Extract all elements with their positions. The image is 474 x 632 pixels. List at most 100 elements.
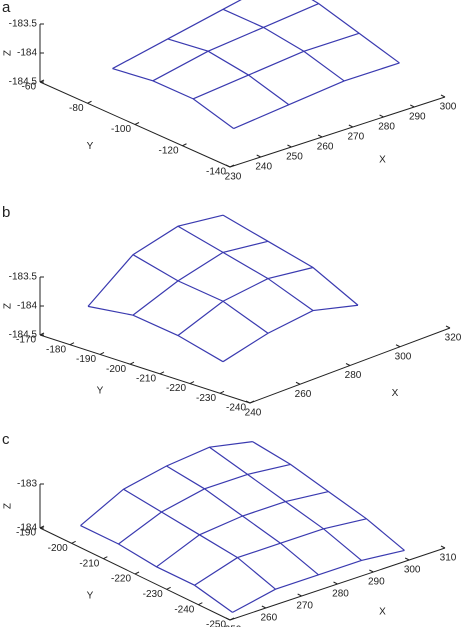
x-tick-label: 300 — [404, 565, 421, 576]
y-tick-label: -60 — [22, 82, 37, 93]
mesh-column — [209, 446, 362, 561]
x-tick-label: 280 — [345, 370, 362, 381]
z-axis-label: Z — [3, 503, 14, 509]
y-tick-label: -240 — [226, 403, 246, 414]
z-tick-label: -183.5 — [9, 272, 38, 283]
x-tick-label: 320 — [445, 333, 462, 344]
mesh-column — [123, 488, 276, 590]
x-tick — [225, 617, 231, 621]
mesh-row — [112, 0, 242, 70]
z-tick-label: -184 — [17, 48, 37, 59]
x-tick — [256, 154, 261, 158]
y-tick — [39, 79, 45, 83]
y-tick — [198, 602, 203, 606]
mesh-row — [80, 441, 253, 527]
x-tick-label: 290 — [368, 577, 385, 588]
y-tick — [159, 371, 165, 375]
z-axis-label: Z — [3, 303, 14, 309]
x-tick-label: 310 — [440, 553, 457, 564]
x-tick-label: 240 — [255, 162, 272, 173]
x-tick — [295, 381, 301, 385]
y-tick-label: -190 — [16, 528, 36, 539]
y-tick — [134, 122, 140, 125]
y-tick-label: -250 — [206, 620, 226, 627]
z-axis-label: Z — [3, 50, 14, 56]
y-tick-label: -170 — [16, 335, 36, 346]
x-tick-label: 260 — [317, 142, 334, 153]
x-tick-label: 240 — [245, 408, 262, 419]
x-tick — [404, 557, 410, 561]
x-tick-label: 270 — [348, 132, 365, 143]
y-tick — [249, 400, 255, 404]
x-tick-label: 280 — [378, 122, 395, 133]
x-tick — [395, 344, 401, 348]
panel-label: c — [2, 431, 10, 448]
z-tick-label: -184 — [17, 523, 37, 534]
x-tick — [297, 593, 302, 597]
x-axis-label: X — [379, 155, 386, 166]
x-tick — [345, 363, 351, 366]
y-tick-label: -190 — [76, 354, 96, 365]
y-tick — [87, 100, 92, 104]
y-tick-label: -200 — [106, 364, 126, 375]
y-tick — [71, 540, 76, 544]
x-tick — [261, 605, 267, 609]
panel-label: a — [2, 0, 11, 16]
y-tick — [69, 342, 75, 346]
mesh-column — [80, 525, 233, 613]
mesh-column — [177, 225, 314, 312]
y-tick — [189, 381, 195, 385]
x-tick — [225, 164, 231, 168]
y-axis-label: Y — [97, 386, 104, 397]
x-tick-label: 270 — [296, 601, 313, 612]
x-axis-label: X — [392, 388, 399, 399]
mesh-column — [167, 38, 290, 106]
x-tick — [245, 400, 251, 404]
mesh-row — [194, 518, 367, 586]
y-tick — [229, 164, 235, 168]
z-tick-label: -183.5 — [9, 19, 38, 30]
z-tick-label: -183 — [17, 479, 37, 490]
mesh-column — [311, 0, 400, 64]
y-tick-label: -230 — [196, 393, 216, 404]
z-tick-label: -184.5 — [9, 77, 38, 88]
x-axis-label: X — [379, 607, 386, 618]
x-tick-label: 260 — [295, 389, 312, 400]
y-tick-label: -230 — [143, 589, 163, 600]
y-tick — [99, 351, 105, 355]
x-tick-label: 250 — [286, 152, 303, 163]
z-tick-label: -184 — [17, 301, 37, 312]
y-tick — [166, 586, 171, 590]
y-tick — [229, 617, 235, 621]
y-tick-label: -80 — [69, 103, 84, 114]
x-tick — [410, 104, 415, 108]
mesh-column — [87, 305, 224, 363]
y-tick — [103, 556, 108, 560]
y-tick-label: -240 — [174, 604, 194, 615]
y-axis-label: Y — [87, 141, 94, 152]
y-tick-label: -180 — [46, 344, 66, 355]
y-tick — [219, 390, 225, 394]
y-tick — [129, 361, 135, 365]
y-tick-label: -210 — [136, 373, 156, 384]
y-tick-label: -220 — [166, 383, 186, 394]
x-tick-label: 260 — [260, 613, 277, 624]
y-axis — [39, 334, 251, 404]
x-tick-label: 300 — [440, 102, 457, 113]
x-tick — [379, 114, 384, 118]
mesh-row — [192, 32, 360, 100]
mesh-column — [222, 8, 345, 82]
mesh-row — [233, 62, 400, 130]
x-tick — [440, 545, 446, 549]
x-axis — [229, 96, 446, 168]
y-tick-label: -140 — [206, 167, 226, 178]
mesh-column — [222, 214, 359, 306]
x-tick — [445, 325, 451, 329]
z-tick-label: -184.5 — [9, 330, 38, 341]
x-tick — [369, 569, 374, 573]
y-tick-label: -220 — [111, 574, 131, 585]
mesh-row — [222, 304, 359, 363]
x-tick — [440, 94, 446, 98]
y-tick — [182, 143, 187, 147]
